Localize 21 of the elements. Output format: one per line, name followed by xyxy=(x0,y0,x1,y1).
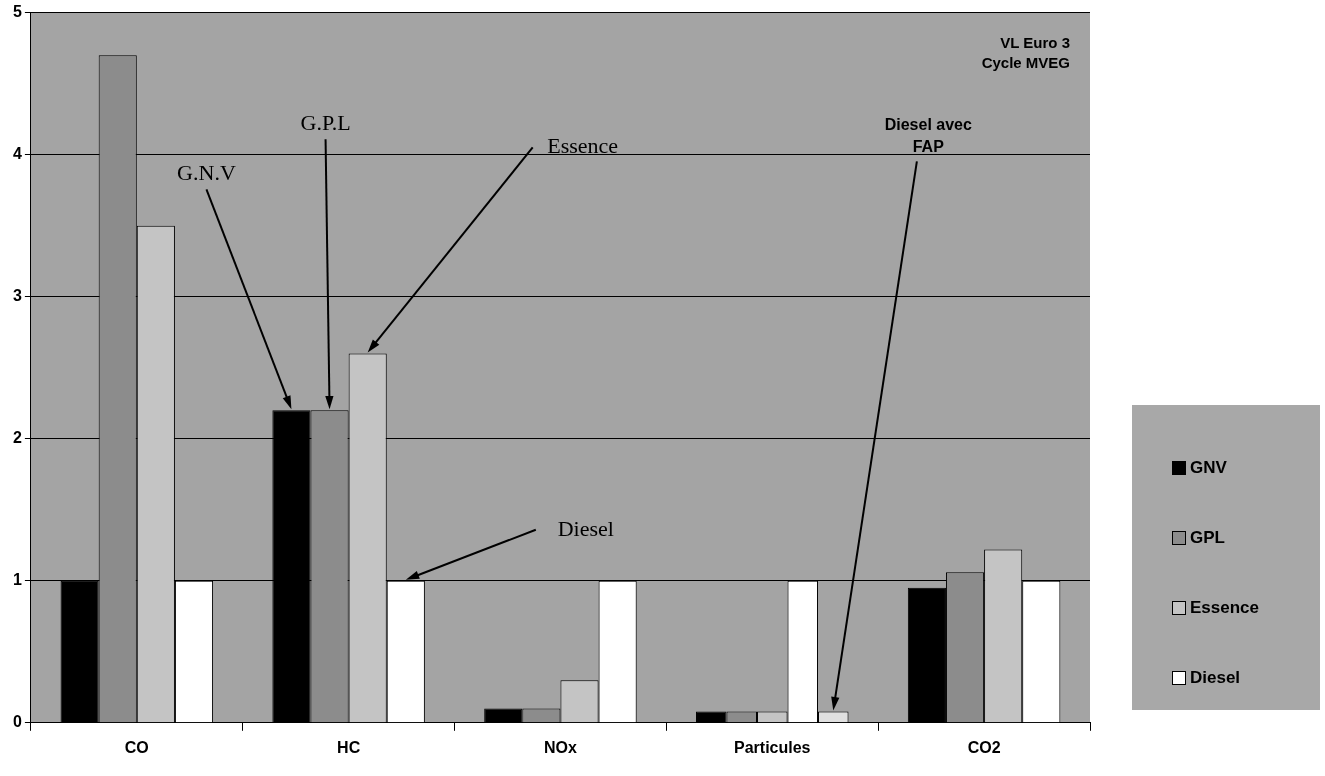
y-tick-label: 3 xyxy=(12,287,22,305)
x-tick-label: CO xyxy=(124,738,149,756)
y-tick-label: 0 xyxy=(12,713,22,731)
legend-label: GPL xyxy=(1190,528,1225,548)
y-tick-label: 1 xyxy=(12,571,22,589)
annotation: Essence xyxy=(547,133,619,159)
y-tick-label: 4 xyxy=(12,145,22,163)
annotation: VL Euro 3 Cycle MVEG xyxy=(981,33,1070,71)
annotation: Diesel avec FAP xyxy=(884,115,972,155)
y-tick-label: 5 xyxy=(12,3,22,21)
annotation: G.N.V xyxy=(177,160,236,186)
legend-label: Diesel xyxy=(1190,668,1241,688)
annotation: G.P.L xyxy=(300,110,351,136)
x-tick-label: CO2 xyxy=(967,738,1001,756)
y-tick-label: 2 xyxy=(12,429,22,447)
legend-label: Essence xyxy=(1190,598,1259,618)
x-tick-label: HC xyxy=(337,738,361,756)
x-tick-label: Particules xyxy=(734,738,811,756)
x-tick-label: NOx xyxy=(544,738,577,756)
annotation: Diesel xyxy=(557,515,614,541)
legend-label: GNV xyxy=(1190,458,1227,478)
